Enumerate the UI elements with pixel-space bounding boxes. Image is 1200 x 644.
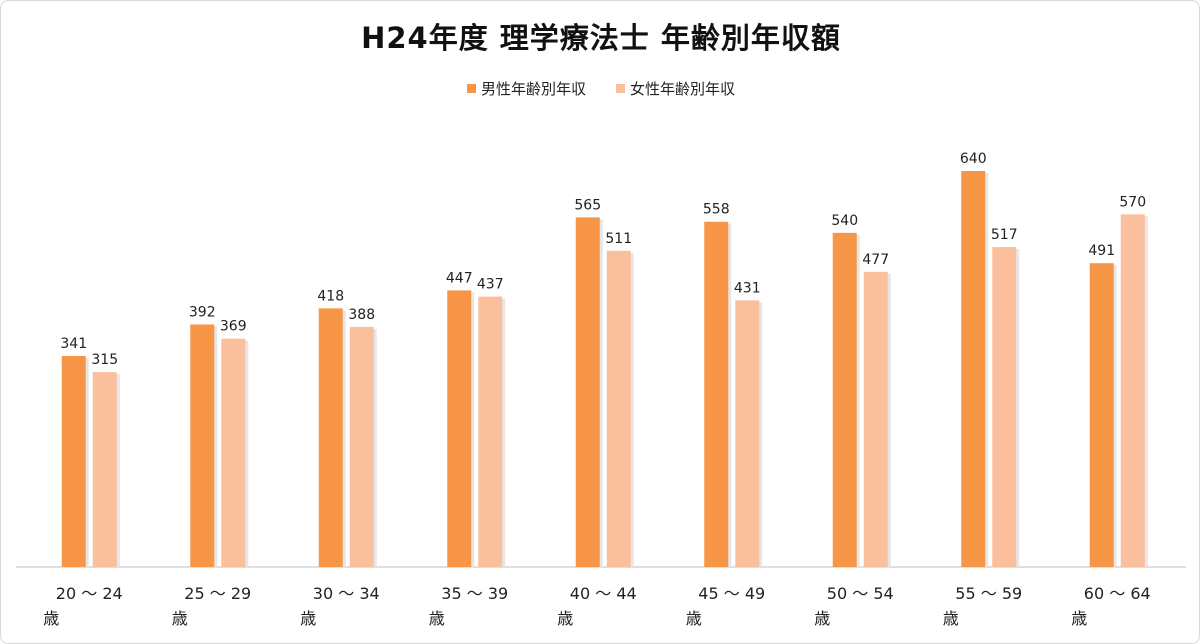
data-label-male: 565 bbox=[574, 197, 601, 213]
data-label-female: 388 bbox=[348, 307, 375, 323]
data-label-male: 491 bbox=[1088, 243, 1115, 259]
x-tick-unit: 歳 bbox=[557, 609, 573, 628]
bar-male bbox=[61, 356, 86, 567]
bar-female bbox=[92, 372, 117, 567]
x-tick-label: 55 ～ 59 bbox=[955, 584, 1022, 603]
legend-item-female: 女性年齢別年収 bbox=[616, 78, 735, 99]
legend-swatch-male bbox=[466, 84, 476, 93]
data-label-male: 540 bbox=[831, 213, 858, 229]
legend-item-male: 男性年齢別年収 bbox=[466, 78, 586, 99]
x-tick-label: 35 ～ 39 bbox=[441, 584, 508, 603]
data-label-male: 341 bbox=[60, 336, 87, 352]
x-tick-unit: 歳 bbox=[1071, 609, 1087, 628]
data-label-female: 517 bbox=[991, 227, 1018, 243]
chart-title: H24年度 理学療法士 年齢別年収額 bbox=[361, 21, 841, 55]
bar-male bbox=[704, 221, 729, 568]
bar-female bbox=[349, 326, 374, 567]
legend-label-female: 女性年齢別年収 bbox=[630, 80, 736, 98]
bar-female bbox=[863, 271, 888, 567]
bar-female bbox=[992, 247, 1017, 567]
bar-male bbox=[1089, 263, 1114, 567]
data-label-female: 431 bbox=[734, 280, 761, 296]
x-tick-label: 30 ～ 34 bbox=[313, 584, 380, 603]
bar-male bbox=[832, 232, 857, 567]
chart-legend: 男性年齢別年収 女性年齢別年収 bbox=[1, 78, 1199, 99]
data-label-female: 477 bbox=[862, 252, 889, 268]
x-tick-label: 25 ～ 29 bbox=[184, 584, 251, 603]
data-label-female: 437 bbox=[477, 277, 504, 293]
bar-male bbox=[190, 324, 215, 567]
legend-swatch-female bbox=[616, 84, 625, 93]
data-label-female: 315 bbox=[91, 352, 118, 368]
x-tick-unit: 歳 bbox=[172, 609, 188, 628]
data-label-female: 369 bbox=[220, 319, 247, 335]
bar-female bbox=[606, 250, 631, 567]
x-tick-label: 40 ～ 44 bbox=[570, 584, 637, 603]
x-tick-label: 60 ～ 64 bbox=[1084, 584, 1151, 603]
bar-male bbox=[447, 290, 472, 567]
data-label-female: 570 bbox=[1119, 194, 1146, 210]
x-tick-label: 20 ～ 24 bbox=[56, 584, 123, 603]
legend-label-male: 男性年齢別年収 bbox=[480, 80, 586, 98]
x-tick-unit: 歳 bbox=[686, 609, 702, 628]
bar-male bbox=[318, 308, 343, 567]
bar-female bbox=[735, 300, 760, 567]
x-tick-label: 50 ～ 54 bbox=[827, 584, 894, 603]
x-tick-label: 45 ～ 49 bbox=[698, 584, 765, 603]
data-label-male: 558 bbox=[703, 202, 730, 218]
data-label-male: 447 bbox=[446, 270, 473, 286]
x-tick-unit: 歳 bbox=[429, 609, 445, 628]
x-tick-unit: 歳 bbox=[300, 609, 316, 628]
bar-male bbox=[575, 217, 600, 567]
bar-female bbox=[478, 296, 503, 567]
x-tick-unit: 歳 bbox=[814, 609, 830, 628]
data-label-female: 511 bbox=[605, 231, 632, 247]
data-label-male: 418 bbox=[317, 288, 344, 304]
data-label-male: 640 bbox=[960, 151, 987, 167]
x-tick-unit: 歳 bbox=[943, 609, 959, 628]
bar-female bbox=[1120, 214, 1145, 567]
x-tick-unit: 歳 bbox=[43, 609, 59, 628]
bar-female bbox=[221, 338, 246, 567]
data-label-male: 392 bbox=[189, 304, 216, 320]
bar-male bbox=[961, 171, 986, 567]
